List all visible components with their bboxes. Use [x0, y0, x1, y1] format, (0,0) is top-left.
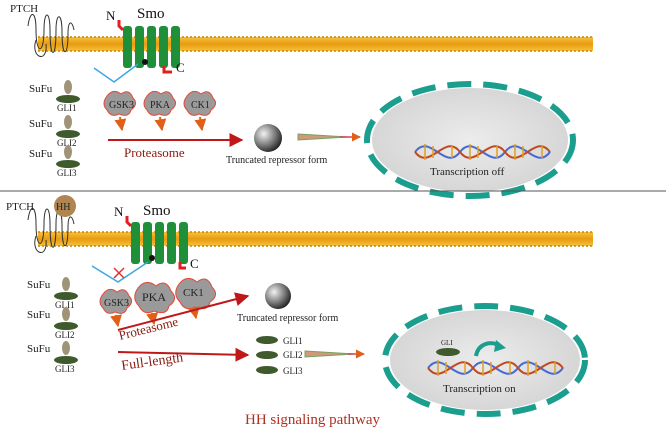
svg-text:CK1: CK1: [191, 100, 210, 111]
proteasome-label: Proteasome: [124, 145, 185, 160]
svg-text:PKA: PKA: [142, 290, 166, 304]
nuclear-gli: [436, 348, 460, 356]
c-terminus: [162, 66, 172, 74]
sufu-gli-complex-1: SuFu GLI1: [29, 80, 80, 113]
svg-text:GLI1: GLI1: [55, 300, 75, 310]
ptch-receptor: [27, 14, 75, 57]
ptch-label: PTCH: [6, 201, 34, 213]
full-length-gli-2: GLI2: [256, 350, 303, 360]
repressor-label: Truncated repressor form: [226, 155, 327, 166]
svg-text:SuFu: SuFu: [27, 309, 51, 321]
proteasome-arrow: [117, 292, 250, 331]
repressor-label: Truncated repressor form: [237, 313, 338, 324]
hh-ligand: [54, 195, 76, 217]
svg-text:GSK3: GSK3: [104, 298, 129, 309]
full-length-gli-3: GLI3: [256, 366, 303, 376]
repressor-arrow: [297, 133, 349, 141]
smo-dot: [142, 59, 148, 65]
svg-text:SuFu: SuFu: [29, 83, 53, 95]
bottom-panel: PTCH HH Smo N C SuFu GLI1 SuFu: [6, 195, 593, 417]
dna-helix: [414, 144, 551, 160]
full-length-gli-1: GLI1: [256, 336, 303, 346]
dna-helix: [427, 360, 564, 376]
svg-text:GSK3: GSK3: [109, 100, 134, 111]
svg-text:SuFu: SuFu: [27, 279, 51, 291]
n-label: N: [106, 8, 116, 23]
blocked-icon: [113, 267, 125, 279]
repressor-ball: [254, 124, 282, 152]
repressor-ball: [265, 283, 291, 309]
nucleus-on-label: Transcription on: [443, 383, 516, 395]
kinase-pka: PKA: [134, 282, 175, 326]
svg-text:SuFu: SuFu: [27, 343, 51, 355]
kinase-ck1: CK1: [183, 90, 217, 132]
full-length-label: Full-length: [120, 350, 184, 374]
c-label: C: [176, 60, 185, 75]
svg-text:GLI1: GLI1: [283, 336, 303, 346]
svg-text:GLI3: GLI3: [55, 364, 75, 374]
c-terminus: [178, 262, 186, 270]
ptch-label: PTCH: [10, 3, 38, 15]
smo-label: Smo: [143, 203, 171, 219]
ptch-receptor: [27, 208, 75, 253]
sufu-gli-complex-2: SuFu GLI2: [29, 115, 80, 148]
kinase-pka: PKA: [143, 90, 177, 132]
cell-membrane: [38, 37, 593, 51]
figure-caption: HH signaling pathway: [245, 412, 380, 428]
proteasome-label: Proteasome: [117, 314, 180, 343]
n-terminus: [117, 20, 125, 32]
svg-text:PKA: PKA: [150, 100, 171, 111]
n-terminus: [125, 216, 133, 228]
sufu-gli-complex-1: SuFu GLI1: [27, 277, 78, 310]
kinase-ck1: CK1: [175, 278, 216, 320]
smo-dot: [149, 255, 155, 261]
cell-membrane: [38, 232, 593, 246]
nuclear-gli-label: GLI: [441, 339, 453, 347]
sufu-gli-complex-3: SuFu GLI3: [29, 145, 80, 178]
sufu-gli-complex-2: SuFu GLI2: [27, 307, 78, 340]
svg-text:GLI2: GLI2: [55, 330, 75, 340]
svg-text:GLI2: GLI2: [283, 350, 303, 360]
nucleus-on: GLI Transcription on: [382, 303, 588, 417]
top-panel: PTCH Smo N C SuFu GLI1 SuFu GLI2: [10, 3, 593, 199]
svg-text:CK1: CK1: [183, 287, 204, 299]
svg-text:GLI2: GLI2: [57, 138, 77, 148]
gli-import-arrow: [304, 350, 356, 358]
c-label: C: [190, 256, 199, 271]
nucleus-off: Transcription off: [364, 81, 576, 199]
sufu-gli-complex-3: SuFu GLI3: [27, 341, 78, 374]
smo-receptor: [131, 222, 188, 264]
svg-text:GLI3: GLI3: [57, 168, 77, 178]
inhibition-line: [93, 63, 139, 83]
smo-label: Smo: [137, 6, 165, 22]
svg-text:SuFu: SuFu: [29, 118, 53, 130]
inhibition-line: [91, 261, 149, 283]
nucleus-off-label: Transcription off: [430, 166, 505, 178]
hh-label: HH: [56, 202, 70, 213]
kinase-gsk3: GSK3: [99, 288, 133, 328]
n-label: N: [114, 204, 124, 219]
svg-text:GLI1: GLI1: [57, 103, 77, 113]
svg-text:GLI3: GLI3: [283, 366, 303, 376]
full-length-arrow: [117, 347, 250, 362]
kinase-gsk3: GSK3: [103, 90, 137, 132]
smo-receptor: [123, 26, 180, 68]
svg-text:SuFu: SuFu: [29, 148, 53, 160]
